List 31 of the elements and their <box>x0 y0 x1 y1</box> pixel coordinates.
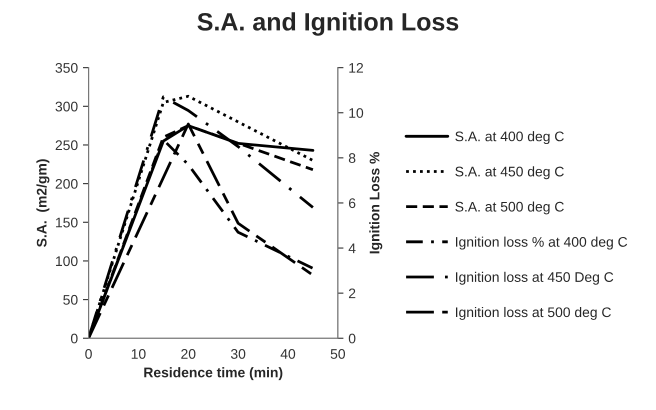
y-tick-label: 200 <box>56 178 78 189</box>
y-tick-label: 300 <box>56 102 78 112</box>
legend-label: Ignition loss at 450 Deg C <box>456 272 614 285</box>
x-tick-label: 50 <box>330 349 346 359</box>
x-tick-label: 0 <box>85 349 92 359</box>
x-tick-label: 20 <box>181 349 196 359</box>
legend-label: S.A. at 400 deg C <box>455 131 564 144</box>
legend-label: S.A. at 450 deg C <box>455 166 564 180</box>
x-tick-label: 30 <box>230 349 246 359</box>
y-tick-label: 350 <box>56 62 78 73</box>
y2-tick-label: 4 <box>348 244 356 254</box>
y2-tick-label: 12 <box>349 62 364 73</box>
y-tick-label: 0 <box>70 334 78 344</box>
y2-tick-label: 0 <box>348 334 356 344</box>
x-axis-title: Residence time (min) <box>144 367 282 380</box>
y2-tick-label: 10 <box>349 108 364 118</box>
y-axis-title: S.A. (m2/gm) <box>36 159 50 247</box>
y-tick-label: 100 <box>56 256 78 266</box>
y-tick-label: 150 <box>56 218 78 228</box>
y2-tick-label: 8 <box>348 153 356 164</box>
y2-axis-title: Ignition Loss % <box>369 152 382 254</box>
y2-tick-label: 2 <box>348 288 356 298</box>
chart-title: S.A. and Ignition Loss <box>197 12 458 36</box>
y-tick-label: 250 <box>56 140 78 150</box>
y2-tick-label: 6 <box>348 198 356 208</box>
legend-label: Ignition loss % at 400 deg C <box>456 236 628 250</box>
legend-label: Ignition loss at 500 deg C <box>456 306 611 320</box>
legend-label: S.A. at 500 deg C <box>455 201 564 214</box>
y-tick-label: 50 <box>63 294 78 305</box>
x-tick-label: 40 <box>280 349 296 359</box>
x-tick-label: 10 <box>132 349 146 359</box>
